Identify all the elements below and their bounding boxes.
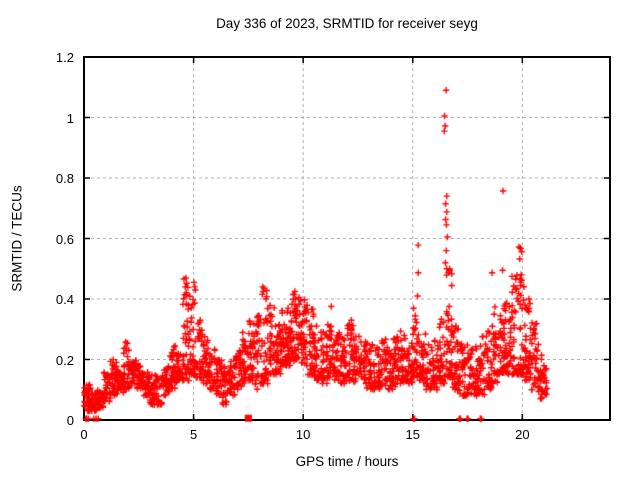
y-tick-label-1: 1	[66, 110, 74, 126]
x-tick-label-0: 0	[80, 427, 88, 442]
y-tick-label-0.2: 0.2	[55, 352, 74, 368]
y-tick-label-0.4: 0.4	[55, 292, 74, 307]
x-tick-label-15: 15	[405, 427, 420, 442]
x-tick-label-5: 5	[189, 427, 198, 442]
y-tick-label-0: 0	[66, 413, 74, 428]
y-tick-label-0.6: 0.6	[55, 231, 74, 247]
y-tick-label-0.8: 0.8	[55, 171, 74, 186]
y-tick-label-1.2: 1.2	[55, 50, 74, 65]
x-tick-label-20: 20	[515, 427, 530, 442]
x-tick-label-10: 10	[295, 427, 311, 442]
